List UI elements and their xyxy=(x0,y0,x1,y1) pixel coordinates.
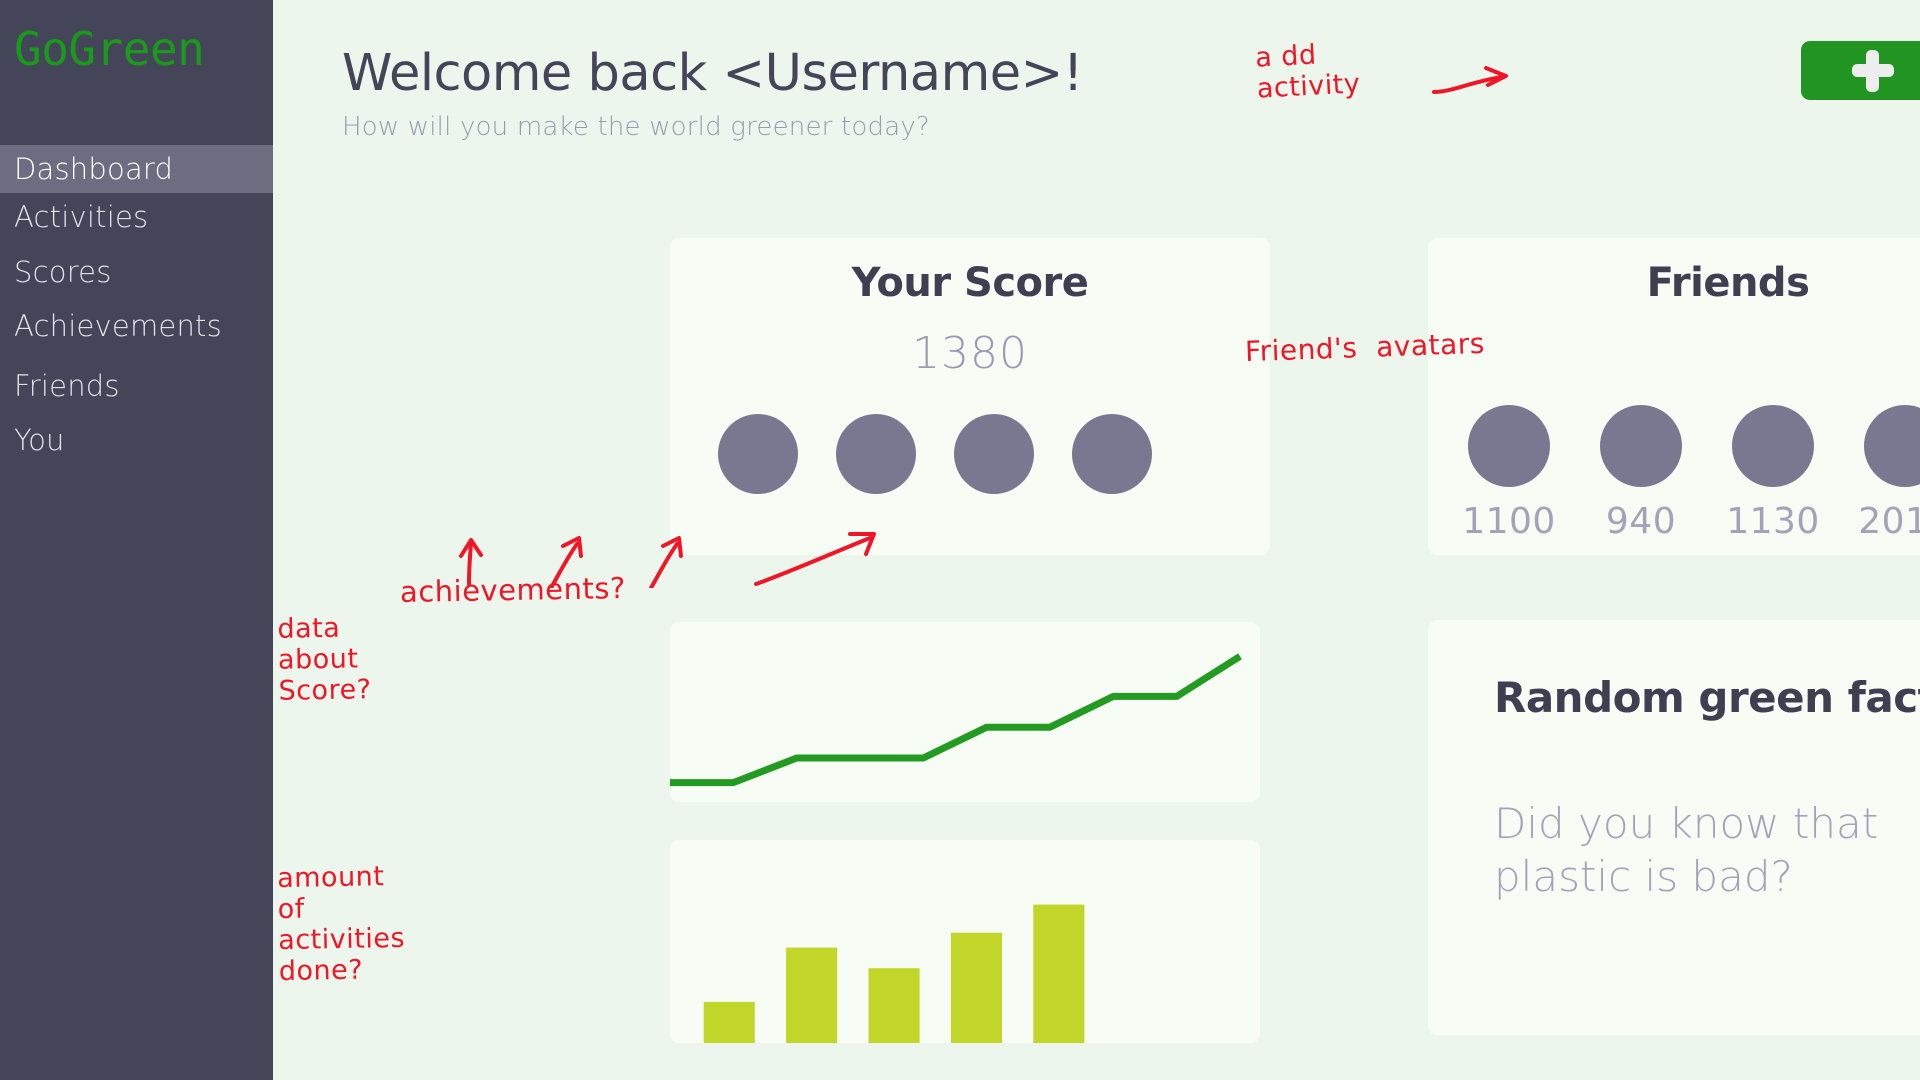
page-subtitle: How will you make the world greener toda… xyxy=(342,112,930,142)
achievement-badge-list xyxy=(718,414,1152,494)
score-history-chart-card[interactable] xyxy=(670,622,1260,802)
friend-score: 1130 xyxy=(1726,501,1820,542)
sidebar-item-you[interactable]: You xyxy=(0,416,273,464)
score-line-chart xyxy=(670,653,1242,787)
list-item[interactable]: 1100 xyxy=(1462,405,1556,542)
bar xyxy=(1033,904,1085,1043)
friends-card-title: Friends xyxy=(1646,260,1810,306)
annotation-add-activity: a dd activity xyxy=(1254,39,1362,105)
sidebar-item-activities[interactable]: Activities xyxy=(0,193,273,241)
bar xyxy=(786,947,838,1043)
plus-icon xyxy=(1851,49,1894,92)
fact-card-body: Did you know that plastic is bad? xyxy=(1494,799,1879,901)
sidebar-item-label: Friends xyxy=(14,369,120,403)
page-title: Welcome back <Username>! xyxy=(342,44,1083,103)
friend-list: 1100 940 1130 2010 xyxy=(1462,405,1920,542)
annotation-achievements: achievements? xyxy=(399,571,627,609)
score-card-title: Your Score xyxy=(851,260,1089,306)
sidebar-item-label: Dashboard xyxy=(14,152,174,186)
sidebar-item-dashboard[interactable]: Dashboard xyxy=(0,145,273,193)
sidebar-item-achievements[interactable]: Achievements xyxy=(0,302,273,350)
list-item[interactable]: 940 xyxy=(1595,405,1687,542)
avatar[interactable] xyxy=(1732,405,1814,487)
annotation-score-data: data about Score? xyxy=(277,612,372,707)
list-item[interactable]: 1130 xyxy=(1726,405,1820,542)
achievement-badge[interactable] xyxy=(836,414,916,494)
random-green-fact-card[interactable]: Random green fact Did you know that plas… xyxy=(1428,620,1920,1035)
your-score-card[interactable]: Your Score 1380 xyxy=(670,238,1270,555)
list-item[interactable]: 2010 xyxy=(1858,405,1920,542)
friend-score: 1100 xyxy=(1462,501,1556,542)
achievement-badge[interactable] xyxy=(1072,414,1152,494)
annotation-activities-amount: amount of activities done? xyxy=(276,861,406,988)
bar xyxy=(950,932,1002,1043)
sidebar-item-label: Activities xyxy=(14,200,149,234)
friend-score: 2010 xyxy=(1858,501,1920,542)
achievement-badge[interactable] xyxy=(954,414,1034,494)
friends-card[interactable]: Friends 1100 940 1130 2010 xyxy=(1428,238,1920,555)
sidebar-item-scores[interactable]: Scores xyxy=(0,248,273,296)
bar xyxy=(703,1001,755,1043)
sidebar-item-label: Scores xyxy=(14,255,112,289)
activities-bar-chart-card[interactable] xyxy=(670,840,1260,1043)
friend-score: 940 xyxy=(1605,501,1677,542)
score-value: 1380 xyxy=(912,328,1028,379)
sidebar-item-label: You xyxy=(14,423,65,457)
achievement-badge[interactable] xyxy=(718,414,798,494)
avatar[interactable] xyxy=(1864,405,1920,487)
main-content: Welcome back <Username>! How will you ma… xyxy=(273,0,1920,1080)
fact-card-title: Random green fact xyxy=(1494,673,1920,722)
sidebar-item-label: Achievements xyxy=(14,309,222,343)
app-brand-logo[interactable]: GoGreen xyxy=(14,22,205,76)
add-activity-button[interactable] xyxy=(1801,41,1920,100)
sidebar-item-friends[interactable]: Friends xyxy=(0,362,273,410)
bar xyxy=(868,968,920,1043)
avatar[interactable] xyxy=(1468,405,1550,487)
sidebar: GoGreen Dashboard Activities Scores Achi… xyxy=(0,0,273,1080)
avatar[interactable] xyxy=(1600,405,1682,487)
activities-bar-chart xyxy=(703,904,1085,1043)
